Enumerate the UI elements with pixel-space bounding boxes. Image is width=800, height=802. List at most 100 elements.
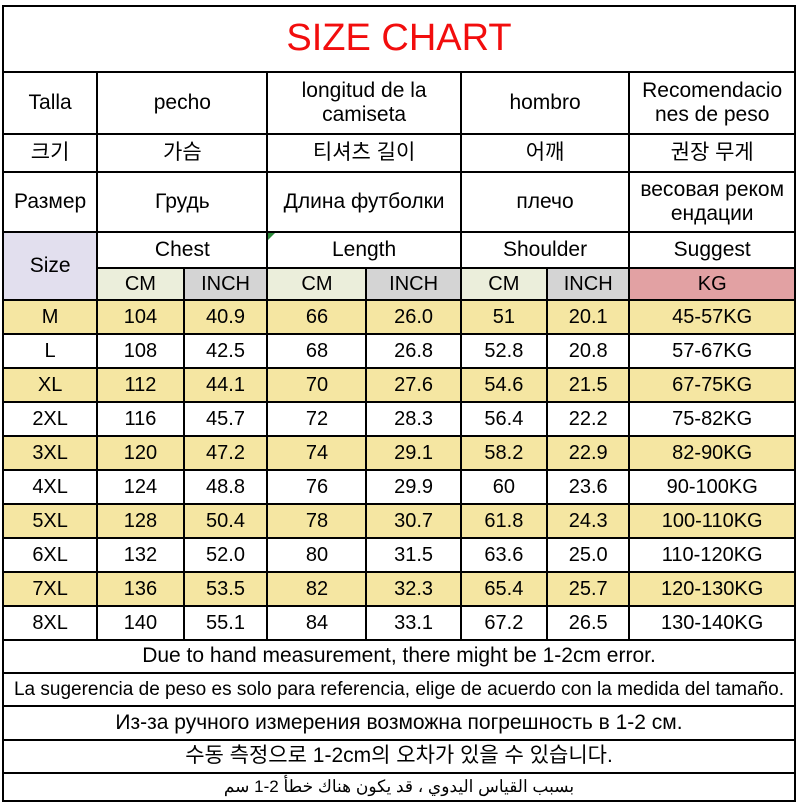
cell-kg: 75-82KG xyxy=(628,401,796,437)
table-row-2xl: 2XL 116 45.7 72 28.3 56.4 22.2 75-82KG xyxy=(1,401,796,437)
header-en-shoulder: Shoulder xyxy=(459,231,631,269)
header-en-length: Length xyxy=(266,231,462,269)
cell-kg: 90-100KG xyxy=(628,469,796,505)
header-es-suggest-line2: nes de peso xyxy=(654,103,770,126)
header-es-size: Talla xyxy=(1,71,99,135)
cell-shoulder-cm: 65.4 xyxy=(459,571,549,607)
header-ko-shoulder: 어깨 xyxy=(459,133,631,173)
cell-shoulder-inch: 23.6 xyxy=(546,469,631,505)
header-en-length-label: Length xyxy=(331,237,397,261)
cell-chest-inch: 47.2 xyxy=(182,435,269,471)
cell-chest-cm: 132 xyxy=(96,537,185,573)
cell-kg: 110-120KG xyxy=(628,537,796,573)
note-arabic: بسبب القياس اليدوي ، قد يكون هناك خطأ 2-… xyxy=(2,772,796,802)
cell-length-cm: 84 xyxy=(266,605,368,641)
cell-chest-inch: 44.1 xyxy=(182,367,269,403)
cell-shoulder-inch: 25.0 xyxy=(546,537,631,573)
cell-chest-cm: 136 xyxy=(96,571,185,607)
cell-size: 3XL xyxy=(1,435,99,471)
cell-length-inch: 27.6 xyxy=(365,367,462,403)
cell-shoulder-cm: 56.4 xyxy=(459,401,549,437)
cell-kg: 130-140KG xyxy=(628,605,796,641)
cell-length-inch: 26.8 xyxy=(365,333,462,369)
header-ko-chest: 가슴 xyxy=(96,133,269,173)
chart-title-cell: SIZE CHART xyxy=(2,5,796,73)
cell-chest-cm: 128 xyxy=(96,503,185,539)
note-russian: Из-за ручного измерения возможна погрешн… xyxy=(2,705,796,741)
cell-shoulder-inch: 22.9 xyxy=(546,435,631,471)
table-row-4xl: 4XL 124 48.8 76 29.9 60 23.6 90-100KG xyxy=(1,469,796,505)
header-ru-size: Размер xyxy=(1,171,99,233)
header-ko-length: 티셔츠 길이 xyxy=(266,133,462,173)
cell-size: 2XL xyxy=(1,401,99,437)
header-en-size: Size xyxy=(1,231,99,301)
cell-length-cm: 68 xyxy=(266,333,368,369)
cell-length-inch: 33.1 xyxy=(365,605,462,641)
cell-chest-cm: 124 xyxy=(96,469,185,505)
cell-kg: 120-130KG xyxy=(628,571,796,607)
cell-chest-inch: 45.7 xyxy=(182,401,269,437)
header-en-suggest: Suggest xyxy=(628,231,796,269)
table-row-8xl: 8XL 140 55.1 84 33.1 67.2 26.5 130-140KG xyxy=(1,605,796,641)
header-es-shoulder: hombro xyxy=(459,71,631,135)
cell-shoulder-inch: 20.1 xyxy=(546,299,631,335)
cell-chest-inch: 42.5 xyxy=(182,333,269,369)
cell-length-inch: 28.3 xyxy=(365,401,462,437)
cell-length-cm: 70 xyxy=(266,367,368,403)
cell-kg: 100-110KG xyxy=(628,503,796,539)
cell-length-inch: 29.1 xyxy=(365,435,462,471)
cell-length-cm: 80 xyxy=(266,537,368,573)
cell-chest-cm: 108 xyxy=(96,333,185,369)
header-ko-size: 크기 xyxy=(1,133,99,173)
table-row-m: M 104 40.9 66 26.0 51 20.1 45-57KG xyxy=(1,299,796,335)
cell-chest-cm: 116 xyxy=(96,401,185,437)
cell-shoulder-cm: 58.2 xyxy=(459,435,549,471)
page-title: SIZE CHART xyxy=(286,17,512,60)
cell-chest-cm: 104 xyxy=(96,299,185,335)
header-es-suggest-line1: Recomendacio xyxy=(642,78,783,102)
cell-size: M xyxy=(1,299,99,335)
cell-length-inch: 29.9 xyxy=(365,469,462,505)
cell-size: L xyxy=(1,333,99,369)
cell-chest-inch: 50.4 xyxy=(182,503,269,539)
header-es-chest: pecho xyxy=(96,71,269,135)
cell-length-cm: 72 xyxy=(266,401,368,437)
cell-chest-inch: 40.9 xyxy=(182,299,269,335)
header-ru-suggest: весовая реком ендации xyxy=(628,171,796,233)
cell-shoulder-cm: 54.6 xyxy=(459,367,549,403)
cell-chest-cm: 140 xyxy=(96,605,185,641)
cell-length-inch: 32.3 xyxy=(365,571,462,607)
cell-length-inch: 30.7 xyxy=(365,503,462,539)
header-ru-suggest-line2: ендации xyxy=(670,202,754,225)
cell-size: 4XL xyxy=(1,469,99,505)
cell-chest-cm: 120 xyxy=(96,435,185,471)
cell-shoulder-inch: 20.8 xyxy=(546,333,631,369)
header-en-chest: Chest xyxy=(96,231,269,269)
header-ru-chest: Грудь xyxy=(96,171,269,233)
cell-shoulder-cm: 63.6 xyxy=(459,537,549,573)
cell-chest-inch: 55.1 xyxy=(182,605,269,641)
table-row-xl: XL 112 44.1 70 27.6 54.6 21.5 67-75KG xyxy=(1,367,796,403)
note-korean: 수동 측정으로 1-2cm의 오차가 있을 수 있습니다. xyxy=(2,739,796,774)
unit-suggest-kg: KG xyxy=(628,267,796,301)
unit-chest-cm: CM xyxy=(96,267,185,301)
cell-shoulder-cm: 51 xyxy=(459,299,549,335)
note-spanish: La sugerencia de peso es solo para refer… xyxy=(2,672,796,707)
cell-shoulder-cm: 61.8 xyxy=(459,503,549,539)
table-row-l: L 108 42.5 68 26.8 52.8 20.8 57-67KG xyxy=(1,333,796,369)
cell-size: 8XL xyxy=(1,605,99,641)
excel-error-flag-icon xyxy=(269,234,276,240)
unit-length-inch: INCH xyxy=(365,267,462,301)
table-row-6xl: 6XL 132 52.0 80 31.5 63.6 25.0 110-120KG xyxy=(1,537,796,573)
unit-chest-inch: INCH xyxy=(182,267,269,301)
cell-size: 5XL xyxy=(1,503,99,539)
cell-chest-inch: 52.0 xyxy=(182,537,269,573)
cell-length-cm: 76 xyxy=(266,469,368,505)
cell-shoulder-inch: 25.7 xyxy=(546,571,631,607)
cell-length-inch: 31.5 xyxy=(365,537,462,573)
cell-length-cm: 78 xyxy=(266,503,368,539)
cell-shoulder-cm: 67.2 xyxy=(459,605,549,641)
table-row-7xl: 7XL 136 53.5 82 32.3 65.4 25.7 120-130KG xyxy=(1,571,796,607)
header-ru-shoulder: плечо xyxy=(459,171,631,233)
